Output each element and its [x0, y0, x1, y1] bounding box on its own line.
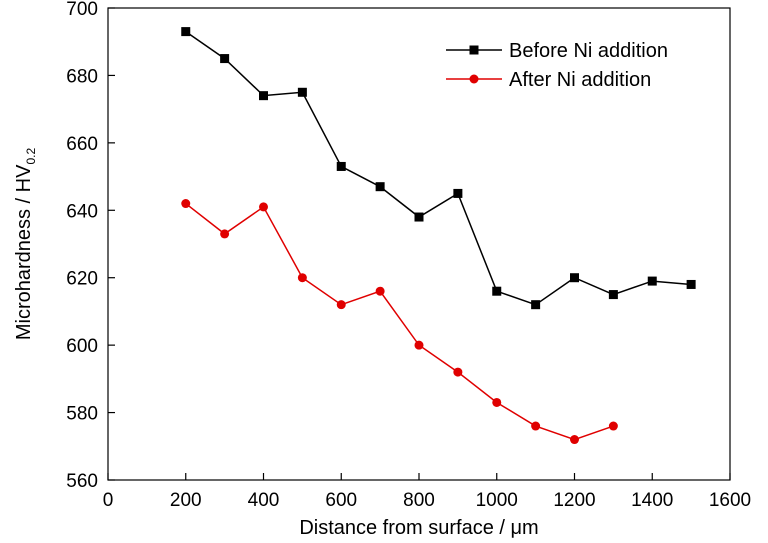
x-axis-title: Distance from surface / μm — [299, 517, 538, 539]
data-point-before-ni-addition — [453, 188, 463, 198]
data-point-after-ni-addition — [608, 421, 618, 431]
legend: Before Ni addition After Ni addition — [446, 40, 668, 91]
y-tick-label: 600 — [66, 336, 98, 357]
series-after-ni-addition — [181, 199, 618, 445]
data-point-before-ni-addition — [570, 273, 579, 283]
tick-labels: 0 200 400 600 800 1000 1200 1400 1600 560 580 600 62… — [66, 0, 751, 511]
data-point-after-ni-addition — [336, 300, 346, 310]
data-point-after-ni-addition — [375, 286, 385, 296]
y-tick-label: 680 — [66, 66, 98, 87]
data-point-before-ni-addition — [608, 290, 618, 300]
x-tick-label: 1400 — [631, 490, 673, 511]
series-layer — [181, 27, 696, 445]
y-tick-label: 640 — [66, 201, 98, 222]
y-tick-label: 560 — [66, 471, 98, 492]
legend-item-before-ni-addition: Before Ni addition — [446, 40, 668, 62]
x-tick-label: 1600 — [709, 490, 751, 511]
data-point-after-ni-addition — [220, 229, 230, 239]
data-point-before-ni-addition — [259, 91, 268, 101]
y-axis-title-main: Microhardness / HV — [13, 164, 35, 340]
data-point-after-ni-addition — [492, 397, 502, 407]
x-tick-label: 400 — [248, 490, 280, 511]
series-line-after-ni-addition — [185, 202, 614, 441]
y-tick-label: 660 — [66, 134, 98, 155]
data-point-after-ni-addition — [570, 435, 579, 445]
data-point-before-ni-addition — [647, 276, 657, 286]
data-point-before-ni-addition — [414, 212, 424, 222]
legend-label: After Ni addition — [509, 69, 651, 91]
x-tick-label: 0 — [103, 490, 114, 511]
x-tick-label: 600 — [325, 490, 357, 511]
x-tick-label: 1000 — [476, 490, 518, 511]
data-point-before-ni-addition — [686, 279, 696, 289]
y-axis-title: Microhardness / HV0.2 — [13, 148, 38, 341]
y-axis-title-subscript: 0.2 — [24, 148, 38, 165]
y-tick-label: 700 — [66, 0, 98, 20]
data-point-before-ni-addition — [531, 300, 541, 310]
axis-ticks — [107, 7, 731, 481]
data-point-before-ni-addition — [336, 161, 346, 171]
data-point-before-ni-addition — [375, 182, 385, 192]
y-tick-label: 620 — [66, 269, 98, 290]
legend-swatch-marker — [469, 74, 479, 84]
legend-swatch-marker — [469, 45, 479, 55]
y-tick-label: 580 — [66, 404, 98, 425]
data-point-after-ni-addition — [259, 202, 268, 212]
data-point-after-ni-addition — [297, 273, 307, 283]
series-before-ni-addition — [181, 27, 696, 310]
x-tick-label: 200 — [170, 490, 202, 511]
data-point-after-ni-addition — [453, 367, 463, 377]
x-tick-label: 800 — [403, 490, 435, 511]
series-line-before-ni-addition — [185, 30, 692, 306]
data-point-before-ni-addition — [492, 286, 502, 296]
data-point-before-ni-addition — [181, 27, 191, 37]
data-point-after-ni-addition — [531, 421, 541, 431]
legend-item-after-ni-addition: After Ni addition — [446, 69, 651, 91]
data-point-after-ni-addition — [414, 340, 424, 350]
legend-label: Before Ni addition — [509, 40, 668, 62]
data-point-before-ni-addition — [220, 54, 230, 64]
x-tick-label: 1200 — [553, 490, 595, 511]
data-point-after-ni-addition — [181, 199, 191, 209]
data-point-before-ni-addition — [297, 87, 307, 97]
